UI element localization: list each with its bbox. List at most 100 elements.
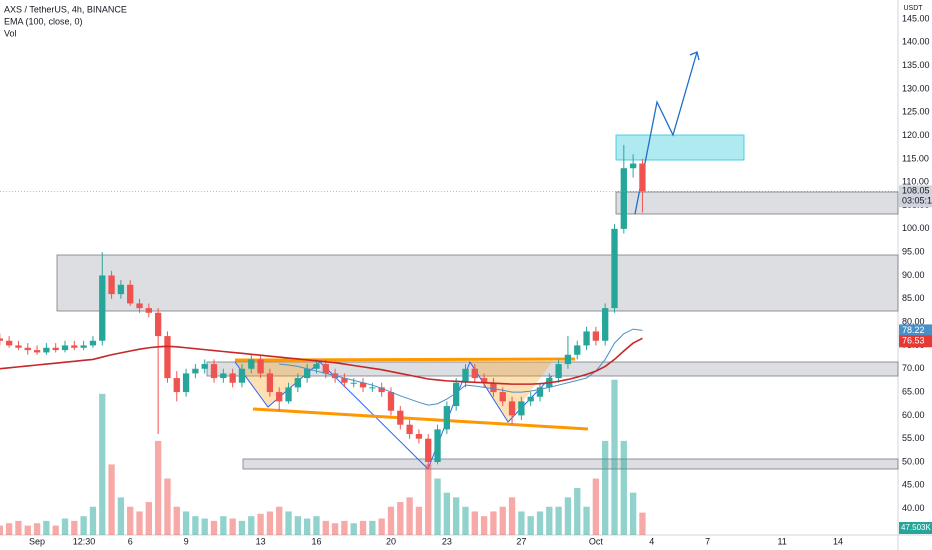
- volume-bar: [611, 379, 618, 535]
- candle-body: [574, 345, 581, 355]
- candle-body: [257, 359, 264, 374]
- zone: [56, 254, 899, 312]
- y-tick-label: 90.00: [902, 270, 925, 280]
- candle-body: [629, 163, 637, 169]
- neckline: [234, 357, 576, 362]
- volume-bar: [574, 487, 581, 535]
- target-zone: [615, 134, 745, 161]
- x-tick-label: 23: [442, 536, 452, 546]
- candle-body: [71, 345, 78, 348]
- candle-body: [145, 308, 152, 313]
- candle-body: [453, 382, 460, 407]
- candle-body: [173, 378, 180, 393]
- candle-body: [80, 345, 87, 348]
- volume-bar: [192, 516, 199, 535]
- x-tick-label: 11: [777, 536, 786, 546]
- volume-bar: [24, 525, 31, 535]
- volume-bar: [425, 464, 432, 535]
- volume-bar: [285, 511, 292, 535]
- volume-bar: [490, 511, 497, 535]
- x-tick-label: 9: [184, 536, 189, 546]
- indicator-label: EMA (100, close, 0): [4, 16, 83, 26]
- volume-bar: [462, 506, 469, 535]
- volume-bar: [182, 511, 190, 535]
- y-tick-label: 65.00: [902, 386, 925, 396]
- candle-body: [350, 382, 357, 384]
- candle-body: [313, 364, 320, 369]
- candle-body: [266, 373, 274, 393]
- y-tick-label: 125.00: [902, 107, 930, 117]
- volume-bar: [322, 520, 329, 535]
- candle-body: [303, 368, 311, 379]
- candle-body: [527, 396, 534, 402]
- countdown-label: 03:05:11: [902, 196, 932, 206]
- volume-bar: [0, 525, 3, 535]
- ma-value-label: 78.22: [902, 325, 925, 335]
- plot: [0, 144, 646, 535]
- candle-body: [592, 331, 600, 341]
- candle-body: [294, 378, 301, 388]
- y-tick-label: 130.00: [902, 83, 930, 93]
- volume-bar: [80, 516, 87, 535]
- volume-bar: [592, 478, 600, 535]
- candle-body: [415, 434, 423, 439]
- last-price-label: 108.05: [902, 186, 930, 196]
- candle-body: [490, 382, 497, 393]
- volume-bar: [5, 523, 13, 535]
- volume-bar: [266, 511, 274, 535]
- volume-bar: [108, 464, 115, 535]
- candle-body: [583, 331, 590, 346]
- candle-body: [620, 168, 627, 229]
- volume-bar: [583, 506, 590, 535]
- x-tick-label: 20: [386, 536, 396, 546]
- volume-bar: [378, 518, 385, 535]
- volume-bar: [117, 497, 125, 535]
- volume-bar: [276, 506, 283, 535]
- volume-bar: [546, 506, 553, 535]
- volume-bar: [248, 516, 255, 535]
- volume-bar: [406, 497, 413, 535]
- y-tick-label: 110.00: [902, 177, 929, 187]
- volume-bar: [303, 518, 311, 535]
- volume-value-bg: [899, 522, 932, 534]
- ma-value-bg: [899, 324, 932, 337]
- x-tick-label: Oct: [589, 536, 604, 546]
- volume-bar: [33, 523, 41, 535]
- candle-body: [611, 228, 618, 309]
- volume-bar: [397, 502, 404, 535]
- y-tick-label: 85.00: [902, 293, 925, 303]
- drawings: [56, 51, 899, 470]
- zone: [615, 191, 899, 215]
- candle-body: [201, 364, 208, 369]
- ema-value-label: 76.53: [902, 336, 925, 346]
- candle-body: [341, 378, 348, 383]
- candle-body: [248, 359, 255, 369]
- x-tick-label: 16: [311, 536, 321, 546]
- candle-body: [136, 303, 143, 309]
- y-tick-label: 40.00: [902, 503, 925, 513]
- volume-bar: [173, 506, 180, 535]
- volume-label: Vol: [4, 28, 17, 38]
- candle-body: [61, 345, 69, 351]
- candle-body: [182, 373, 190, 393]
- volume-bar: [480, 516, 488, 535]
- candle-body: [518, 401, 525, 416]
- candle-body: [499, 392, 506, 402]
- volume-bar: [294, 516, 301, 535]
- volume-bar: [564, 497, 572, 535]
- candle-body: [117, 284, 125, 295]
- volume-bar: [127, 506, 134, 535]
- y-tick-label: 70.00: [902, 363, 925, 373]
- volume-bar: [629, 492, 637, 535]
- volume-bar: [229, 518, 236, 535]
- volume-bar: [257, 513, 264, 535]
- volume-bar: [359, 520, 367, 535]
- volume-bar: [369, 520, 376, 535]
- symbol-title: AXS / TetherUS, 4h, BINANCE: [4, 4, 127, 14]
- volume-bar: [136, 511, 143, 535]
- x-tick-label: 7: [705, 536, 710, 546]
- trendline: [252, 407, 589, 431]
- candle-body: [15, 345, 22, 348]
- x-tick-label: 13: [256, 536, 266, 546]
- volume-bar: [220, 516, 227, 535]
